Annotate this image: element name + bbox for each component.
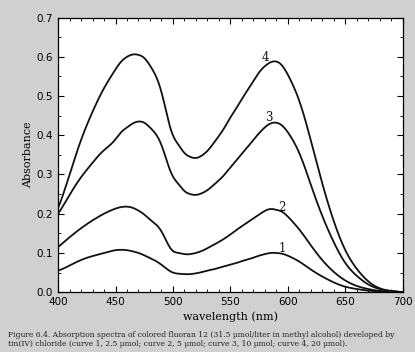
Text: 4: 4 (261, 51, 269, 64)
Text: 3: 3 (265, 111, 272, 124)
Text: Figure 6.4. Absorption spectra of colored fluoran 12 (31.5 μmol/liter in methyl : Figure 6.4. Absorption spectra of colore… (8, 331, 395, 348)
Text: 1: 1 (278, 242, 286, 255)
Text: 2: 2 (278, 201, 286, 214)
X-axis label: wavelength (nm): wavelength (nm) (183, 311, 278, 322)
Y-axis label: Absorbance: Absorbance (22, 121, 32, 188)
